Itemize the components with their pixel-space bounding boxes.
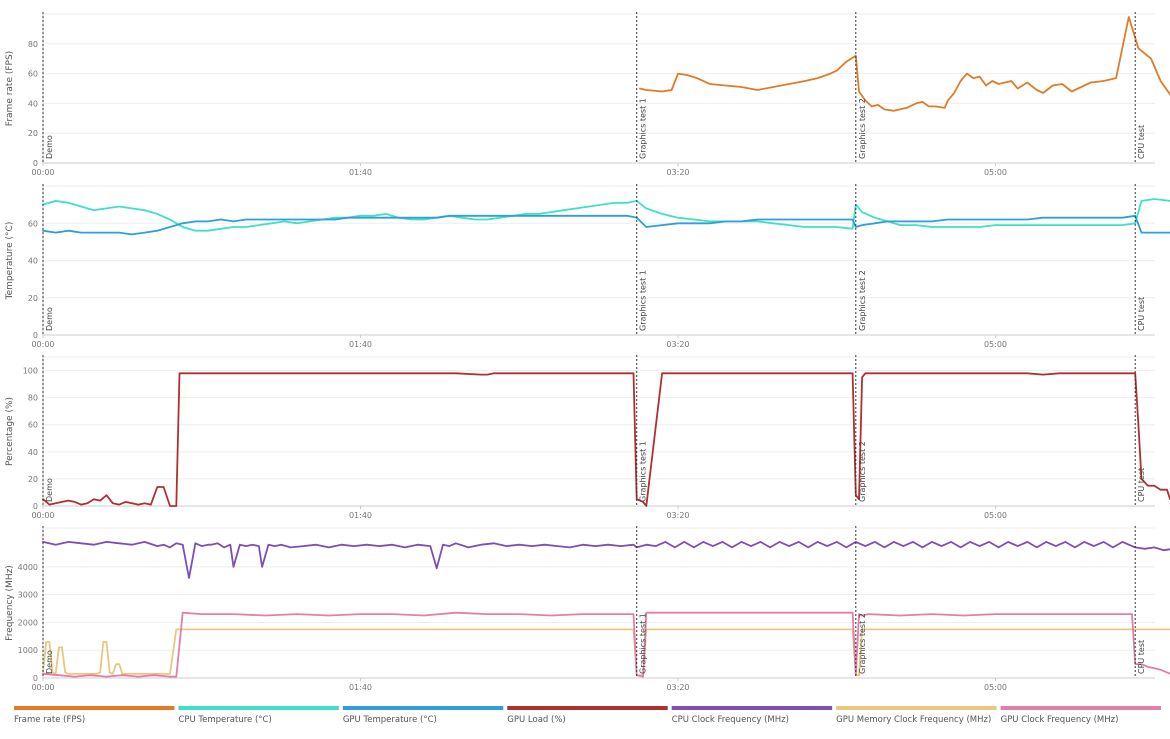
y-axis-label: Frequency (MHz) xyxy=(5,565,15,641)
y-tick-label: 20 xyxy=(28,475,38,484)
test-marker-label: Demo xyxy=(45,478,54,502)
x-tick-label: 01:40 xyxy=(349,168,372,177)
test-marker-label: Graphics test 2 xyxy=(858,98,867,159)
legend-swatch-gpu-load[interactable] xyxy=(507,706,668,710)
y-tick-label: 100 xyxy=(23,367,38,376)
test-marker-label: Graphics test 1 xyxy=(639,613,648,674)
test-marker-label: CPU test xyxy=(1137,125,1146,159)
x-tick-label: 03:20 xyxy=(666,683,689,692)
test-marker-label: Demo xyxy=(45,135,54,159)
chart-panel-2: 0 20 40 60 00:00 01:40 03:20 05:00 Temperature (… xyxy=(5,184,1170,349)
test-marker-label: CPU test xyxy=(1137,297,1146,331)
test-marker-label: Graphics test 1 xyxy=(639,441,648,502)
legend-label[interactable]: GPU Temperature (°C) xyxy=(343,715,437,725)
series-line-fps xyxy=(639,16,1170,112)
y-tick-label: 0 xyxy=(33,159,38,168)
legend: Frame rate (FPS) CPU Temperature (°C) GPU … xyxy=(14,706,1161,725)
y-tick-label: 1000 xyxy=(18,646,38,655)
legend-swatch-cpu-temp[interactable] xyxy=(178,706,339,710)
legend-label[interactable]: Frame rate (FPS) xyxy=(14,715,85,725)
y-tick-label: 40 xyxy=(28,448,38,457)
x-tick-label: 05:00 xyxy=(984,168,1007,177)
test-marker-label: Graphics test 2 xyxy=(858,270,867,331)
x-tick-label: 03:20 xyxy=(666,511,689,520)
x-tick-label: 01:40 xyxy=(349,340,372,349)
y-tick-label: 0 xyxy=(33,331,38,340)
legend-swatch-gpu-clock[interactable] xyxy=(1000,706,1161,710)
legend-swatch-gpu-mem-clock[interactable] xyxy=(836,706,997,710)
test-marker-label: Graphics test 2 xyxy=(858,441,867,502)
y-axis-label: Temperature (°C) xyxy=(5,222,15,301)
y-tick-label: 40 xyxy=(28,257,38,266)
x-tick-label: 03:20 xyxy=(666,340,689,349)
y-tick-label: 0 xyxy=(33,502,38,511)
legend-label[interactable]: GPU Load (%) xyxy=(507,715,565,725)
y-tick-label: 60 xyxy=(28,70,38,79)
series-line-cpu-clock xyxy=(42,541,1170,579)
series-line-gpu-mem-clock xyxy=(42,628,1170,677)
x-tick-label: 05:00 xyxy=(984,340,1007,349)
x-tick-label: 00:00 xyxy=(31,168,54,177)
legend-label[interactable]: GPU Memory Clock Frequency (MHz) xyxy=(836,715,991,725)
legend-swatch-fps[interactable] xyxy=(14,706,175,710)
y-tick-label: 4000 xyxy=(18,563,38,572)
y-tick-label: 80 xyxy=(28,40,38,49)
series-line-gpu-temp xyxy=(42,214,1170,236)
x-tick-label: 01:40 xyxy=(349,511,372,520)
y-tick-label: 2000 xyxy=(18,618,38,627)
test-marker-label: Demo xyxy=(45,307,54,331)
test-marker-label: CPU test xyxy=(1137,468,1146,502)
y-tick-label: 40 xyxy=(28,99,38,108)
test-marker-label: CPU test xyxy=(1137,640,1146,674)
y-tick-label: 3000 xyxy=(18,591,38,600)
series-line-cpu-temp xyxy=(42,198,1170,232)
chart-panel-3: 0 20 40 60 80 100 00:00 01:40 03:20 05:00 Percenta… xyxy=(5,355,1170,520)
test-marker-label: Graphics test 1 xyxy=(639,98,648,159)
y-tick-label: 60 xyxy=(28,219,38,228)
series-line-gpu-load xyxy=(42,372,1170,507)
test-marker-label: Graphics test 2 xyxy=(858,613,867,674)
test-marker-label: Demo xyxy=(45,650,54,674)
x-tick-label: 00:00 xyxy=(31,511,54,520)
x-tick-label: 05:00 xyxy=(984,683,1007,692)
x-tick-label: 05:00 xyxy=(984,511,1007,520)
y-tick-label: 0 xyxy=(33,674,38,683)
legend-label[interactable]: GPU Clock Frequency (MHz) xyxy=(1001,715,1119,725)
y-tick-label: 80 xyxy=(28,394,38,403)
x-tick-label: 03:20 xyxy=(666,168,689,177)
x-tick-label: 00:00 xyxy=(31,340,54,349)
series-line-gpu-clock xyxy=(42,611,1170,678)
y-tick-label: 20 xyxy=(28,294,38,303)
y-axis-label: Percentage (%) xyxy=(5,397,15,466)
y-tick-label: 60 xyxy=(28,421,38,430)
legend-label[interactable]: CPU Temperature (°C) xyxy=(178,715,271,725)
chart-panel-4: 0 1000 2000 3000 4000 00:00 01:40 03:20 05:00 Fre… xyxy=(5,526,1170,692)
chart-panel-1: 0 20 40 60 80 00:00 01:40 03:20 05:00 Frame rate … xyxy=(5,12,1170,177)
legend-swatch-cpu-clock[interactable] xyxy=(671,706,833,710)
y-axis-label: Frame rate (FPS) xyxy=(5,51,15,126)
legend-label[interactable]: CPU Clock Frequency (MHz) xyxy=(672,715,789,725)
x-tick-label: 01:40 xyxy=(349,683,372,692)
y-tick-label: 20 xyxy=(28,129,38,138)
test-marker-label: Graphics test 1 xyxy=(639,270,648,331)
legend-swatch-gpu-temp[interactable] xyxy=(342,706,504,710)
x-tick-label: 00:00 xyxy=(31,683,54,692)
